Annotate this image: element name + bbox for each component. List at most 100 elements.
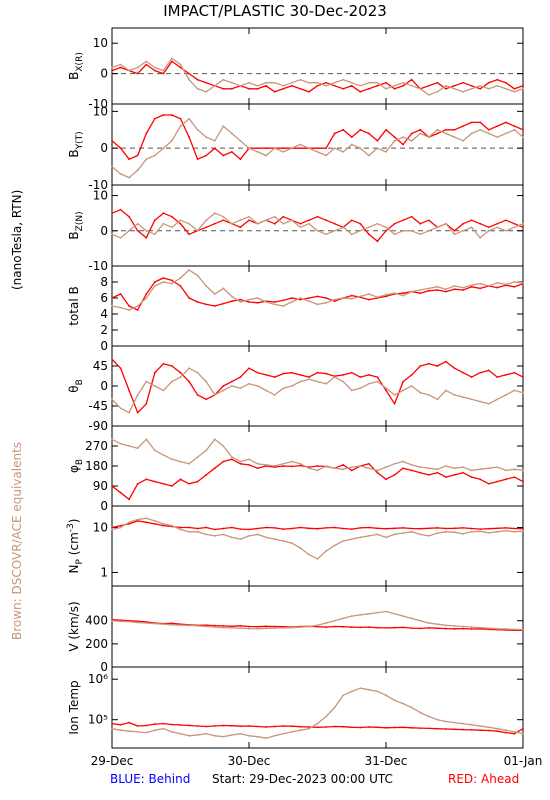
brown-data-point bbox=[205, 625, 208, 628]
red-data-point bbox=[282, 215, 285, 218]
brown-data-point bbox=[385, 466, 387, 469]
brown-data-point bbox=[222, 287, 225, 290]
red-data-point bbox=[470, 84, 473, 87]
red-data-point bbox=[213, 222, 216, 225]
brown-data-point bbox=[436, 623, 439, 626]
red-data-point bbox=[299, 222, 302, 225]
red-data-point bbox=[171, 114, 173, 116]
brown-data-point bbox=[522, 222, 524, 225]
red-data-point bbox=[410, 215, 413, 218]
red-data-point bbox=[385, 626, 387, 629]
brown-data-point bbox=[188, 78, 190, 81]
brown-data-point bbox=[367, 382, 370, 385]
y-tick-label: 10 bbox=[93, 189, 108, 203]
brown-data-point bbox=[453, 721, 456, 724]
brown-data-point bbox=[350, 81, 353, 84]
y-tick-label: 1 bbox=[100, 565, 108, 579]
brown-data-point bbox=[265, 154, 268, 157]
red-data-point bbox=[230, 150, 233, 153]
red-data-point bbox=[445, 87, 447, 90]
brown-series-line bbox=[111, 57, 524, 96]
y-tick-label: -90 bbox=[88, 419, 108, 433]
red-data-point bbox=[308, 219, 310, 222]
brown-data-point bbox=[299, 297, 302, 299]
red-data-point bbox=[136, 725, 139, 727]
red-data-point bbox=[342, 373, 345, 376]
red-data-point bbox=[419, 471, 422, 474]
brown-data-point bbox=[462, 90, 464, 93]
brown-data-point bbox=[504, 393, 507, 396]
red-data-point bbox=[145, 236, 148, 239]
red-data-point bbox=[376, 139, 379, 142]
brown-series-line bbox=[111, 687, 524, 739]
red-data-point bbox=[470, 121, 473, 124]
red-data-point bbox=[136, 154, 139, 157]
brown-data-point bbox=[359, 465, 362, 467]
red-data-point bbox=[316, 84, 319, 87]
x-tick-label: 31-Dec bbox=[365, 754, 408, 768]
brown-data-point bbox=[265, 536, 268, 539]
red-data-point bbox=[171, 485, 173, 487]
brown-data-point bbox=[265, 463, 268, 466]
brown-data-point bbox=[504, 469, 507, 472]
brown-data-point bbox=[290, 730, 293, 733]
red-data-point bbox=[222, 527, 225, 530]
brown-data-point bbox=[136, 169, 139, 172]
brown-data-point bbox=[299, 143, 302, 146]
red-data-point bbox=[162, 72, 165, 75]
red-data-point bbox=[496, 286, 499, 289]
red-data-point bbox=[248, 625, 250, 628]
brown-data-point bbox=[385, 694, 387, 697]
red-data-point bbox=[376, 726, 379, 729]
red-data-point bbox=[393, 626, 396, 629]
red-data-point bbox=[470, 476, 473, 479]
red-data-point bbox=[427, 219, 430, 222]
red-data-point bbox=[308, 297, 310, 299]
brown-data-point bbox=[462, 139, 464, 142]
red-data-point bbox=[316, 371, 319, 374]
brown-data-point bbox=[111, 727, 113, 730]
red-data-point bbox=[162, 212, 165, 215]
brown-data-point bbox=[333, 298, 336, 301]
y-tick-label: 0 bbox=[100, 379, 108, 393]
brown-data-point bbox=[316, 150, 319, 153]
brown-data-point bbox=[239, 460, 242, 463]
red-data-point bbox=[162, 722, 165, 725]
red-data-point bbox=[522, 376, 524, 379]
brown-data-point bbox=[427, 229, 430, 232]
red-data-point bbox=[410, 373, 413, 376]
red-data-point bbox=[162, 114, 165, 116]
brown-data-point bbox=[393, 699, 396, 702]
red-data-point bbox=[230, 380, 233, 383]
red-data-point bbox=[273, 625, 276, 628]
brown-data-point bbox=[136, 447, 139, 450]
red-data-point bbox=[513, 527, 516, 530]
brown-data-point bbox=[479, 84, 482, 87]
red-data-point bbox=[359, 726, 362, 729]
brown-data-point bbox=[111, 66, 113, 69]
brown-data-point bbox=[445, 720, 447, 723]
red-data-point bbox=[256, 301, 259, 304]
y-tick-label: 10 bbox=[93, 36, 108, 50]
red-data-point bbox=[248, 367, 250, 370]
red-data-point bbox=[496, 78, 499, 81]
red-data-point bbox=[265, 526, 268, 529]
brown-data-point bbox=[410, 617, 413, 620]
brown-data-point bbox=[188, 624, 190, 627]
brown-data-point bbox=[522, 469, 524, 472]
red-data-point bbox=[410, 726, 413, 729]
red-data-point bbox=[402, 143, 405, 146]
brown-data-point bbox=[367, 226, 370, 229]
brown-data-point bbox=[145, 731, 148, 734]
red-data-point bbox=[487, 226, 490, 229]
brown-data-point bbox=[479, 282, 482, 285]
brown-data-point bbox=[385, 150, 387, 153]
red-data-point bbox=[145, 63, 148, 66]
red-data-point bbox=[299, 526, 302, 529]
brown-data-point bbox=[436, 718, 439, 721]
red-data-point bbox=[128, 158, 131, 161]
panel-frame bbox=[111, 345, 524, 427]
brown-data-point bbox=[522, 136, 524, 139]
panel-ylabel: BZ(N) bbox=[67, 211, 85, 239]
